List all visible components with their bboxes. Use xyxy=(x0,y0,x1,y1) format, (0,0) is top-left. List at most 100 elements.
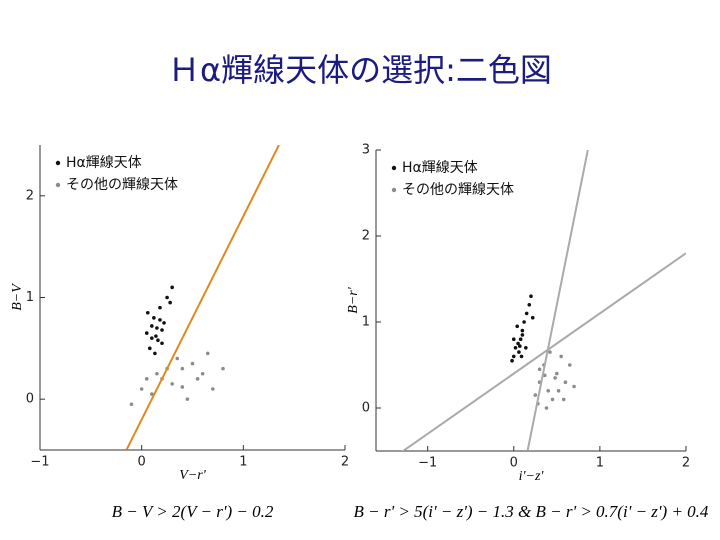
point xyxy=(537,367,542,372)
x-tick-label: 1 xyxy=(596,456,604,471)
y-tick-label: 1 xyxy=(26,290,34,305)
point xyxy=(195,377,200,381)
point xyxy=(148,346,152,351)
point xyxy=(518,337,523,342)
point xyxy=(530,315,535,320)
x-tick-label: 2 xyxy=(341,455,349,470)
point xyxy=(168,300,172,305)
point xyxy=(553,376,557,380)
y-tick-label: 2 xyxy=(26,188,34,203)
point xyxy=(185,397,190,401)
point xyxy=(170,382,174,386)
point xyxy=(516,341,520,346)
point xyxy=(150,324,154,328)
point xyxy=(180,385,185,389)
point xyxy=(200,371,205,376)
selection-line xyxy=(526,150,589,451)
point xyxy=(567,363,572,367)
point xyxy=(221,366,225,371)
point xyxy=(165,295,169,300)
point xyxy=(559,354,563,359)
point xyxy=(156,338,160,343)
point xyxy=(519,354,524,359)
x-tick-label: 0 xyxy=(510,456,518,471)
point xyxy=(518,344,522,348)
y-tick-label: 3 xyxy=(362,143,370,158)
legend-marker xyxy=(391,187,397,193)
point xyxy=(160,341,164,346)
point xyxy=(544,406,549,410)
point xyxy=(170,285,174,290)
point xyxy=(515,324,520,329)
selection-line xyxy=(125,145,280,450)
point xyxy=(190,361,195,366)
point xyxy=(145,310,150,315)
point xyxy=(556,389,561,393)
x-axis-label: V−r' xyxy=(179,468,206,483)
point xyxy=(548,350,552,354)
point xyxy=(158,318,162,322)
y-tick-label: 1 xyxy=(362,315,370,330)
point xyxy=(150,392,154,396)
selection-line xyxy=(401,252,686,451)
point xyxy=(517,350,521,354)
point xyxy=(129,402,134,407)
point xyxy=(155,326,159,330)
legend-label: Hα輝線天体 xyxy=(66,155,142,171)
point xyxy=(533,393,538,397)
y-axis-label: B−r' xyxy=(346,286,361,313)
y-tick-label: 0 xyxy=(362,401,370,416)
y-tick-label: 0 xyxy=(26,392,34,407)
point xyxy=(520,328,525,333)
point xyxy=(527,303,532,307)
point xyxy=(211,387,215,391)
x-tick-label: 0 xyxy=(138,455,146,470)
point xyxy=(180,366,185,371)
point xyxy=(139,387,144,391)
point xyxy=(158,305,162,310)
point xyxy=(513,346,518,350)
x-tick-label: −1 xyxy=(30,455,49,470)
legend-marker xyxy=(391,165,397,171)
point xyxy=(550,397,555,402)
legend-label: その他の輝線天体 xyxy=(402,182,514,198)
x-tick-label: 1 xyxy=(239,455,247,470)
point xyxy=(520,333,525,337)
point xyxy=(144,331,149,335)
legend-marker xyxy=(55,182,61,188)
x-tick-label: 2 xyxy=(682,456,690,471)
point xyxy=(162,321,166,325)
point xyxy=(563,380,568,385)
points xyxy=(129,285,225,407)
y-axis-label: B−V xyxy=(10,283,25,311)
point xyxy=(546,389,551,393)
slide-title: Ｈα輝線天体の選択:二色図 xyxy=(168,51,552,89)
point xyxy=(150,336,154,340)
point xyxy=(572,384,576,389)
legend-label: Hα輝線天体 xyxy=(402,160,478,176)
point xyxy=(175,356,180,361)
point xyxy=(510,358,514,363)
point xyxy=(153,351,157,356)
x-tick-label: −1 xyxy=(418,456,437,471)
point xyxy=(561,397,566,402)
point xyxy=(155,371,159,376)
point xyxy=(529,294,533,299)
x-axis-label: i'−z' xyxy=(519,469,545,484)
point xyxy=(524,346,528,350)
y-tick-label: 2 xyxy=(362,229,370,244)
point xyxy=(152,316,156,320)
point xyxy=(555,371,559,376)
point xyxy=(511,354,516,359)
point xyxy=(154,334,158,338)
point xyxy=(511,337,516,342)
point xyxy=(522,320,526,324)
legend-marker xyxy=(55,160,61,166)
point xyxy=(160,328,164,332)
point xyxy=(205,351,210,356)
legend-label: その他の輝線天体 xyxy=(66,177,178,193)
criterion: B − r' > 5(i' − z') − 1.3 & B − r' > 0.7… xyxy=(354,502,709,521)
